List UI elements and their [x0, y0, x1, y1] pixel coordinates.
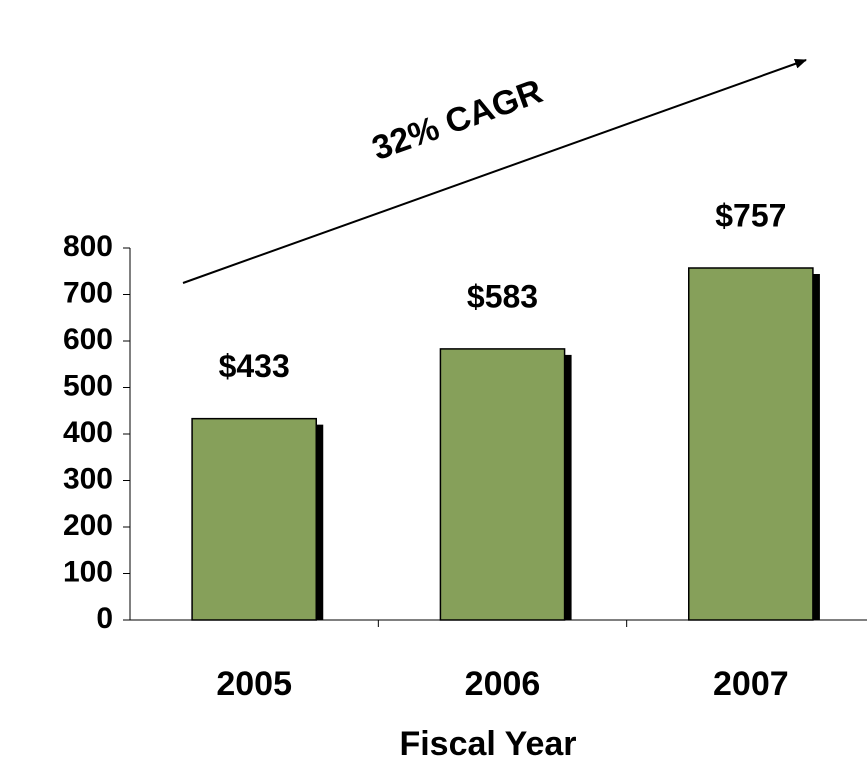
y-tick-label: 600 [63, 323, 113, 356]
y-tick-label: 400 [63, 416, 113, 449]
y-tick-label: 200 [63, 509, 113, 542]
y-tick-label: 700 [63, 276, 113, 309]
bar [191, 417, 317, 621]
x-axis-label: Fiscal Year [399, 725, 576, 763]
y-tick-label: 500 [63, 369, 113, 402]
y-tick-label: 0 [96, 602, 113, 635]
y-tick-label: 100 [63, 555, 113, 588]
x-tick-label: 2006 [465, 665, 541, 703]
y-tick-label: 300 [63, 462, 113, 495]
annotation: 32% CAGR [367, 72, 547, 168]
value-label: $757 [715, 197, 786, 233]
value-label: $433 [219, 348, 290, 384]
x-tick-label: 2007 [713, 665, 789, 703]
bar [439, 348, 566, 621]
x-tick-label: 2005 [216, 665, 292, 703]
bar [688, 267, 814, 621]
trend-arrow [182, 58, 807, 284]
value-label: $583 [467, 278, 538, 314]
y-tick-label: 800 [63, 230, 113, 263]
